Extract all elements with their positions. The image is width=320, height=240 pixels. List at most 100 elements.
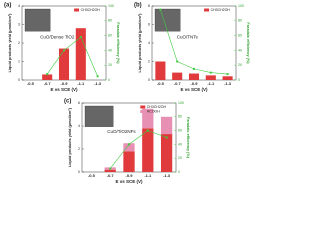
x-tick-label: -0.5 xyxy=(157,81,165,86)
y2-tick-label: 100 xyxy=(238,4,244,8)
x-tick-label: -0.9 xyxy=(61,81,69,86)
legend-label: HCOOH xyxy=(147,109,161,113)
y-tick-label: 4 xyxy=(78,124,80,128)
y-tick-label: 8 xyxy=(148,4,150,8)
y2-tick-label: 20 xyxy=(178,156,182,160)
x-tick-label: -0.7 xyxy=(44,81,52,86)
y2-tick-label: 60 xyxy=(108,34,112,38)
legend-swatch xyxy=(140,110,146,113)
fe-point xyxy=(146,129,149,132)
bar xyxy=(104,169,116,172)
bar xyxy=(75,28,86,80)
y2-tick-label: 80 xyxy=(238,19,242,23)
panel-label: (c) xyxy=(64,99,71,105)
x-tick-label: -1.3 xyxy=(224,81,232,86)
annotation: CuO/TiO2NFs xyxy=(107,129,136,134)
y2-tick-label: 60 xyxy=(178,129,182,133)
fe-point xyxy=(79,36,82,39)
y2-tick-label: 100 xyxy=(178,101,184,105)
y2-tick-label: 0 xyxy=(178,170,180,174)
y-tick-label: 2 xyxy=(78,147,80,151)
bar xyxy=(142,128,154,172)
x-tick-label: -1.1 xyxy=(144,173,152,178)
fe-point xyxy=(226,73,229,76)
x-tick-label: -0.9 xyxy=(126,173,134,178)
fe-point xyxy=(109,167,112,170)
x-tick-label: -0.5 xyxy=(27,81,35,86)
legend-swatch xyxy=(204,8,210,12)
y2-tick-label: 40 xyxy=(178,142,182,146)
legend-label: CH3CH2OH xyxy=(147,105,167,109)
fe-point xyxy=(128,143,130,146)
y2-axis-label: Faradaic efficiency (%) xyxy=(246,22,250,64)
y-tick-label: 1 xyxy=(18,59,20,63)
y2-tick-label: 60 xyxy=(238,34,242,38)
y-tick-label: 3 xyxy=(18,22,20,26)
annotation: CuO/Dense TiO2 xyxy=(40,34,75,39)
annotation: CuO/TNTs xyxy=(177,34,199,39)
bar xyxy=(155,61,166,80)
bar xyxy=(123,143,135,152)
sem-inset xyxy=(84,105,114,127)
panel-label: (a) xyxy=(4,3,11,9)
fe-point xyxy=(176,60,179,63)
fe-point xyxy=(63,49,65,52)
y2-axis-label: Faradaic efficiency (%) xyxy=(186,117,190,159)
y2-tick-label: 20 xyxy=(108,63,112,67)
bar xyxy=(205,75,216,80)
legend-label: CH3CH2OH xyxy=(81,8,101,12)
x-axis-label: E vs SCE (V) xyxy=(50,87,78,92)
bar xyxy=(160,116,173,135)
y-axis-label: Liquid products yield (μmol/cm²) xyxy=(8,13,12,73)
y-tick-label: 4 xyxy=(18,4,20,8)
x-axis-label: E vs SCE (V) xyxy=(115,179,143,184)
legend-swatch xyxy=(140,105,146,109)
x-tick-label: -1.1 xyxy=(207,81,215,86)
y-tick-label: 0 xyxy=(148,78,150,82)
x-tick-label: -1.3 xyxy=(94,81,102,86)
y2-tick-label: 0 xyxy=(108,78,110,82)
y2-tick-label: 80 xyxy=(108,19,112,23)
y2-tick-label: 0 xyxy=(238,78,240,82)
y-tick-label: 2 xyxy=(148,59,150,63)
x-tick-label: -0.5 xyxy=(88,173,96,178)
panel-label: (b) xyxy=(134,3,142,9)
y2-tick-label: 80 xyxy=(178,115,182,119)
fe-point xyxy=(159,8,162,11)
bar xyxy=(172,72,183,80)
fe-point xyxy=(96,75,99,78)
legend-swatch xyxy=(74,8,80,12)
fe-line xyxy=(109,130,167,169)
y2-axis-label: Faradaic efficiency (%) xyxy=(116,22,120,64)
bar xyxy=(58,48,70,80)
y-tick-label: 6 xyxy=(78,101,80,105)
y2-tick-label: 40 xyxy=(238,48,242,52)
y2-tick-label: 100 xyxy=(108,4,114,8)
bar xyxy=(123,151,135,172)
y-tick-label: 0 xyxy=(18,78,20,82)
sem-inset xyxy=(24,8,51,32)
y2-tick-label: 20 xyxy=(238,63,242,67)
y-axis-label: Liquid products yield (μmol/cm²) xyxy=(68,107,72,167)
x-tick-label: -0.7 xyxy=(107,173,115,178)
fe-point xyxy=(209,71,212,74)
legend-label: CH3CH2OH xyxy=(211,8,231,12)
bar xyxy=(222,76,233,80)
fe-point xyxy=(165,136,168,139)
bar xyxy=(142,108,154,129)
x-tick-label: -0.9 xyxy=(191,81,199,86)
fe-point xyxy=(46,73,49,76)
bar xyxy=(160,134,173,172)
sem-inset xyxy=(154,8,181,32)
bar xyxy=(42,74,53,80)
y-tick-label: 0 xyxy=(78,170,80,174)
y-tick-label: 2 xyxy=(18,41,20,45)
bar xyxy=(188,73,200,80)
x-tick-label: -1.1 xyxy=(77,81,85,86)
fe-line xyxy=(46,36,98,77)
x-tick-label: -1.3 xyxy=(163,173,171,178)
x-axis-label: E vs SCE (V) xyxy=(180,87,208,92)
y-tick-label: 6 xyxy=(148,22,150,26)
x-tick-label: -0.7 xyxy=(174,81,182,86)
